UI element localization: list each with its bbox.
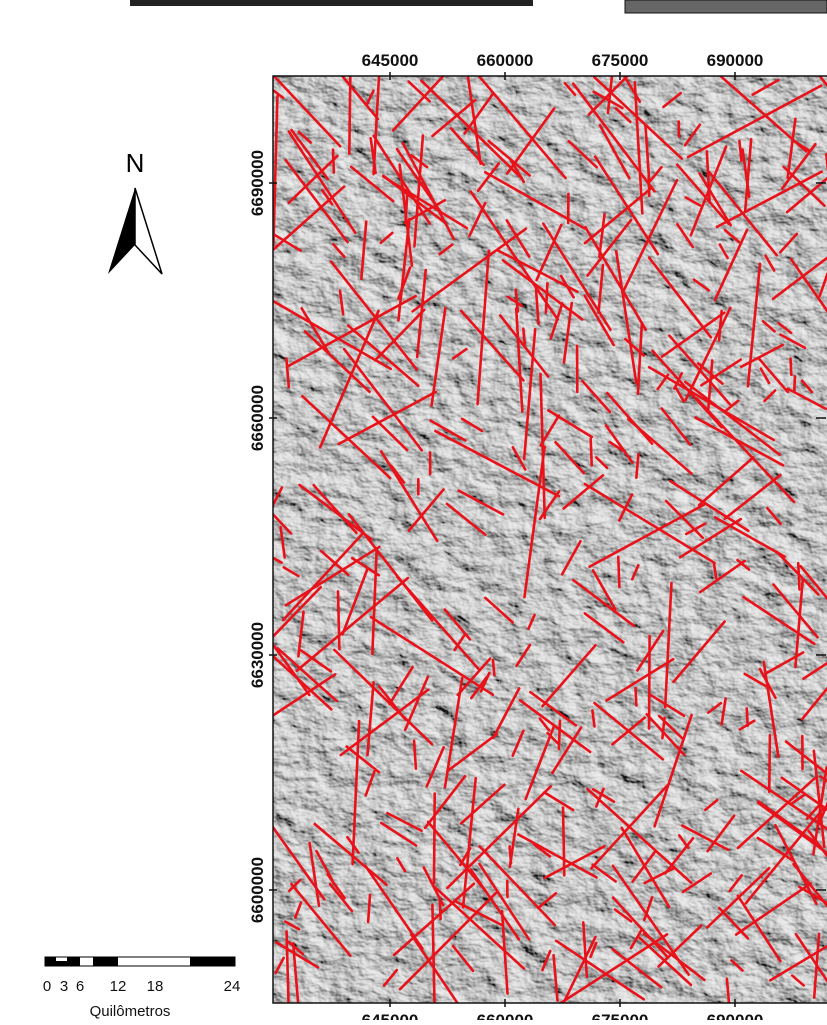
x-coord-label: 690000 [707,1011,764,1020]
scale-tick: 12 [110,978,127,995]
lineament [434,794,435,883]
scale-segment [56,961,67,966]
lineament [618,557,619,587]
lineament [798,563,799,589]
lineament [794,376,795,391]
scale-tick: 6 [76,978,84,995]
scale-tick: 3 [60,978,68,995]
scale-unit: Quilômetros [90,1003,171,1020]
y-coord-label: 6690000 [248,150,267,216]
y-coord-label: 6660000 [248,385,267,451]
scale-bar: 0 3 6 12 18 24 Quilômetros [43,957,241,1020]
y-coord-label: 6600000 [248,857,267,923]
page: N 0 3 6 12 18 24 Quilômetros 645000 64500… [0,0,827,1020]
top-box [130,0,533,6]
north-arrow-left [108,188,135,274]
scale-tick: 24 [224,978,241,995]
x-coord-label: 675000 [592,51,649,70]
scale-tick: 18 [147,978,164,995]
lineament [546,283,548,312]
lineament [510,846,511,863]
lineament [368,895,370,922]
x-coord-label: 675000 [592,1011,649,1020]
lineament [747,708,748,725]
scale-tick: 0 [43,978,51,995]
x-coord-label: 645000 [362,1011,419,1020]
scale-segment [45,957,56,966]
lineament [636,688,637,705]
scale-segment [93,957,118,966]
scale-segment [67,957,80,966]
x-coord-label: 645000 [362,51,419,70]
scale-segment [190,957,235,966]
north-arrow-right [135,188,162,274]
lineament [338,591,339,649]
map-layout: N 0 3 6 12 18 24 Quilômetros 645000 64500… [0,0,827,1020]
x-coord-label: 690000 [707,51,764,70]
x-coord-label: 660000 [477,51,534,70]
y-coord-label: 6630000 [248,622,267,688]
lineament [349,57,350,154]
x-coord-label: 660000 [477,1011,534,1020]
lineament [523,329,524,344]
lineament [563,807,564,875]
lineament [591,439,592,466]
lineament [559,721,560,749]
lineament [493,660,494,675]
north-label: N [126,148,145,178]
lineament [791,359,792,375]
lineament [769,735,770,792]
top-inset [625,0,827,13]
